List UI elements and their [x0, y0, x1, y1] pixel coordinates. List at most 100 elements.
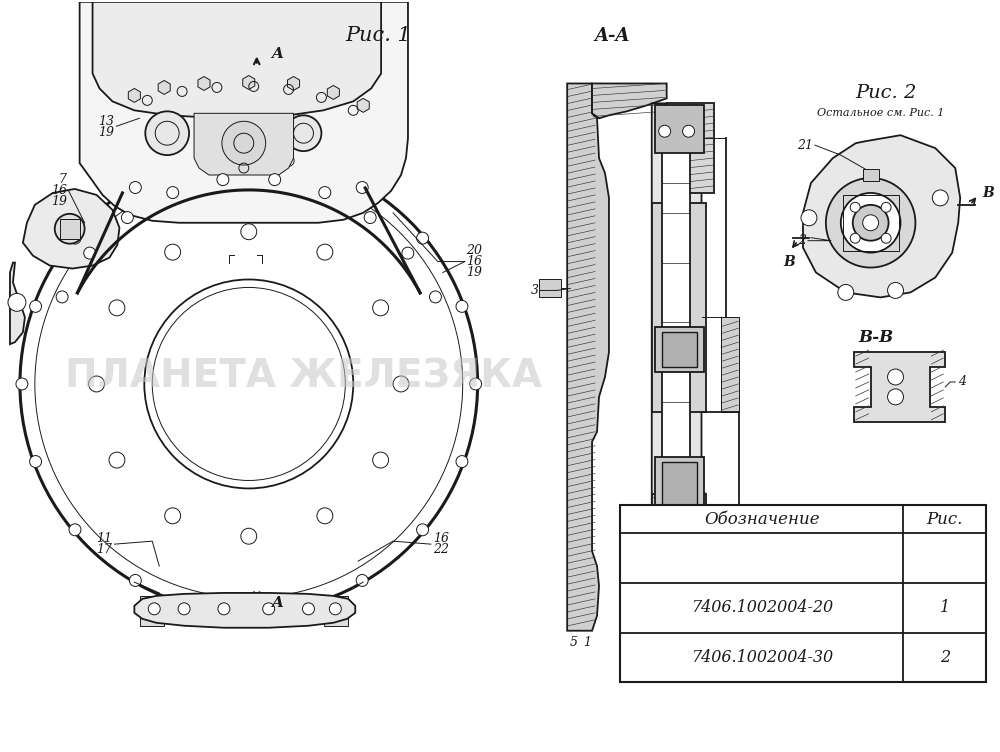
Circle shape [853, 205, 889, 241]
Circle shape [178, 603, 190, 615]
Circle shape [850, 202, 860, 212]
Text: B-B: B-B [858, 329, 893, 346]
Circle shape [668, 587, 692, 611]
Text: Рис. 1: Рис. 1 [345, 26, 411, 45]
Circle shape [801, 210, 817, 226]
Circle shape [203, 155, 215, 166]
Polygon shape [80, 2, 408, 223]
Text: 16: 16 [51, 184, 67, 198]
Circle shape [167, 186, 179, 199]
Bar [140, 596, 164, 626]
Polygon shape [357, 99, 369, 112]
Circle shape [84, 247, 96, 259]
Circle shape [683, 126, 695, 137]
Circle shape [69, 524, 81, 535]
Circle shape [30, 456, 42, 468]
Text: 7: 7 [59, 174, 67, 186]
Text: 7406.1002004-20: 7406.1002004-20 [691, 599, 833, 617]
Bar [620, 505, 986, 683]
Circle shape [329, 603, 341, 615]
Text: A: A [272, 596, 284, 610]
Circle shape [841, 193, 900, 253]
Circle shape [838, 284, 854, 300]
Circle shape [121, 211, 133, 223]
Text: 1: 1 [940, 599, 950, 617]
Bar [662, 138, 690, 606]
Bar [721, 317, 739, 412]
Text: 13: 13 [98, 115, 114, 128]
Circle shape [55, 214, 85, 244]
Text: 3: 3 [531, 284, 539, 297]
Circle shape [303, 603, 314, 615]
Bar [652, 203, 706, 412]
Circle shape [429, 291, 441, 303]
Text: 4: 4 [958, 375, 966, 389]
Circle shape [863, 215, 879, 231]
Bar [539, 280, 561, 297]
Polygon shape [93, 2, 381, 117]
Circle shape [69, 232, 81, 244]
Circle shape [8, 293, 26, 311]
Circle shape [263, 603, 275, 615]
Bar [324, 596, 348, 626]
Circle shape [456, 300, 468, 312]
Circle shape [282, 602, 294, 614]
Text: A-A: A-A [594, 27, 630, 44]
Polygon shape [854, 352, 945, 422]
Circle shape [203, 602, 215, 614]
Polygon shape [652, 103, 702, 638]
Bar [655, 105, 704, 153]
Circle shape [16, 378, 28, 390]
Bar [843, 195, 899, 250]
Text: 19: 19 [51, 196, 67, 208]
Circle shape [129, 181, 141, 193]
Text: 19: 19 [98, 126, 114, 138]
Circle shape [222, 121, 266, 165]
Polygon shape [592, 83, 667, 118]
Circle shape [269, 174, 281, 186]
Text: 16: 16 [466, 255, 482, 268]
Circle shape [888, 369, 903, 385]
Circle shape [850, 233, 860, 243]
Bar [662, 462, 697, 506]
Text: 16: 16 [433, 532, 449, 544]
Circle shape [129, 575, 141, 587]
Polygon shape [288, 77, 300, 90]
Text: Обозначение: Обозначение [704, 511, 820, 528]
Circle shape [881, 233, 891, 243]
Text: Рис.: Рис. [927, 511, 963, 528]
Circle shape [888, 389, 903, 405]
Circle shape [826, 178, 915, 268]
Polygon shape [327, 86, 339, 99]
Circle shape [456, 456, 468, 468]
Text: Остальное см. Рис. 1: Остальное см. Рис. 1 [817, 108, 944, 118]
Text: 2: 2 [798, 234, 806, 247]
Text: B: B [982, 186, 994, 200]
Circle shape [217, 174, 229, 186]
Bar [652, 494, 706, 638]
Bar [662, 332, 697, 367]
Text: 17: 17 [96, 543, 112, 556]
Polygon shape [128, 89, 140, 102]
Circle shape [417, 232, 429, 244]
Circle shape [20, 155, 478, 613]
Polygon shape [158, 80, 170, 95]
Polygon shape [803, 135, 960, 297]
Text: 21: 21 [797, 138, 813, 152]
Text: 1: 1 [583, 636, 591, 649]
Polygon shape [198, 77, 210, 90]
Text: A: A [272, 47, 284, 61]
Circle shape [286, 115, 321, 151]
Text: 20: 20 [466, 244, 482, 257]
Circle shape [356, 575, 368, 587]
Circle shape [659, 126, 671, 137]
Circle shape [364, 211, 376, 223]
Text: 2: 2 [940, 649, 950, 666]
Text: Рис. 2: Рис. 2 [855, 84, 916, 102]
Circle shape [208, 117, 264, 173]
Polygon shape [134, 593, 355, 628]
Circle shape [218, 603, 230, 615]
Circle shape [417, 524, 429, 535]
Circle shape [56, 291, 68, 303]
Circle shape [30, 300, 42, 312]
